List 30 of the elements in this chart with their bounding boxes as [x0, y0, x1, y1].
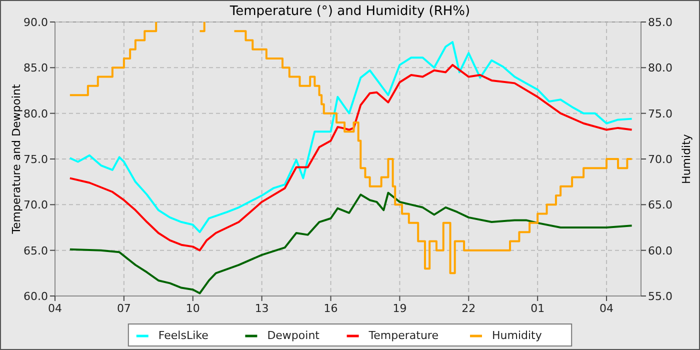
x-tick-label: 19 — [392, 302, 407, 315]
legend-label: Temperature — [368, 329, 439, 342]
legend-label: FeelsLike — [158, 329, 209, 342]
x-tick-label: 04 — [600, 302, 614, 315]
y2-tick-label: 70.0 — [648, 153, 672, 166]
legend-label: Humidity — [492, 329, 542, 342]
y-axis-title: Temperature and Dewpoint — [10, 83, 23, 235]
x-tick-label: 04 — [48, 302, 62, 315]
x-tick-label: 01 — [530, 302, 545, 315]
y-tick-label: 70.0 — [24, 198, 48, 212]
legend-label: Dewpoint — [267, 329, 320, 342]
y-tick-label: 60.0 — [24, 290, 48, 303]
y2-tick-label: 65.0 — [648, 198, 672, 212]
chart-title: Temperature (°) and Humidity (RH%) — [228, 4, 470, 19]
y-tick-label: 80.0 — [24, 107, 48, 120]
x-tick-label: 13 — [254, 302, 269, 315]
y2-axis-title: Humidity — [680, 134, 693, 184]
y2-tick-label: 80.0 — [648, 62, 672, 75]
y2-tick-label: 55.0 — [648, 290, 672, 303]
y2-tick-label: 85.0 — [648, 16, 672, 29]
y2-tick-label: 75.0 — [648, 107, 672, 120]
y-tick-label: 90.0 — [24, 16, 48, 29]
y-tick-label: 75.0 — [24, 153, 48, 166]
x-tick-label: 22 — [462, 302, 476, 315]
y2-tick-label: 60.0 — [648, 244, 672, 258]
y-tick-label: 65.0 — [24, 244, 48, 258]
x-tick-label: 10 — [186, 302, 200, 315]
x-tick-label: 16 — [324, 302, 338, 315]
x-tick-label: 07 — [116, 302, 131, 315]
y-tick-label: 85.0 — [24, 62, 48, 75]
